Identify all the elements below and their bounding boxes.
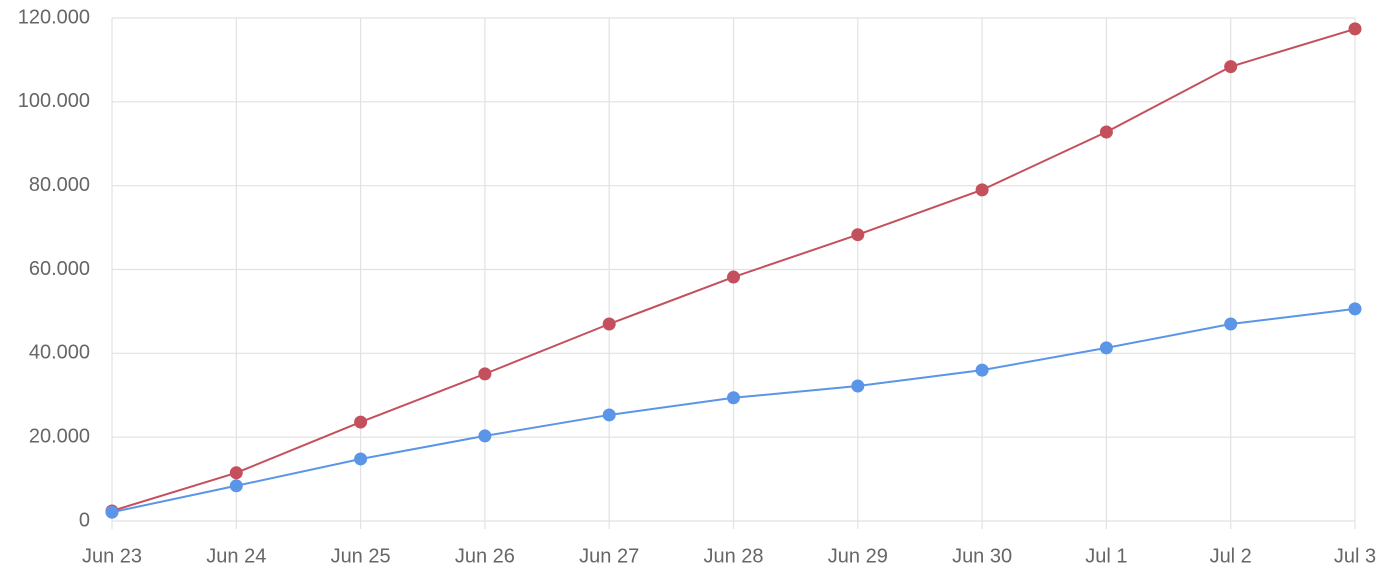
y-tick-label: 120.000: [18, 6, 90, 28]
y-tick-label: 100.000: [18, 90, 90, 112]
x-tick-label: Jun 24: [206, 545, 266, 567]
data-point: [851, 228, 865, 242]
data-point: [354, 452, 368, 466]
data-point: [975, 183, 989, 197]
x-tick-label: Jun 27: [579, 545, 639, 567]
x-tick-label: Jul 3: [1334, 545, 1376, 567]
data-point: [1348, 302, 1362, 316]
data-point: [1224, 60, 1238, 74]
data-point: [105, 505, 119, 519]
x-tick-label: Jun 25: [331, 545, 391, 567]
y-tick-label: 0: [79, 509, 90, 531]
x-tick-label: Jun 23: [82, 545, 142, 567]
y-tick-label: 80.000: [29, 174, 90, 196]
data-point: [1348, 22, 1362, 36]
data-point: [354, 415, 368, 429]
y-tick-label: 40.000: [29, 342, 90, 364]
data-point: [602, 408, 616, 422]
data-point: [1099, 341, 1113, 355]
y-tick-label: 60.000: [29, 258, 90, 280]
data-point: [478, 429, 492, 443]
data-point: [1224, 317, 1238, 331]
x-tick-label: Jun 28: [703, 545, 763, 567]
x-tick-label: Jun 30: [952, 545, 1012, 567]
data-point: [229, 466, 243, 480]
x-tick-label: Jun 29: [828, 545, 888, 567]
data-point: [1099, 125, 1113, 139]
y-tick-label: 20.000: [29, 425, 90, 447]
data-point: [229, 479, 243, 493]
data-point: [851, 379, 865, 393]
data-point: [602, 317, 616, 331]
x-tick-label: Jul 1: [1085, 545, 1127, 567]
data-point: [727, 391, 740, 405]
x-tick-label: Jul 2: [1210, 545, 1252, 567]
x-tick-label: Jun 26: [455, 545, 515, 567]
data-point: [478, 367, 492, 381]
data-point: [727, 270, 740, 284]
data-point: [975, 363, 989, 377]
